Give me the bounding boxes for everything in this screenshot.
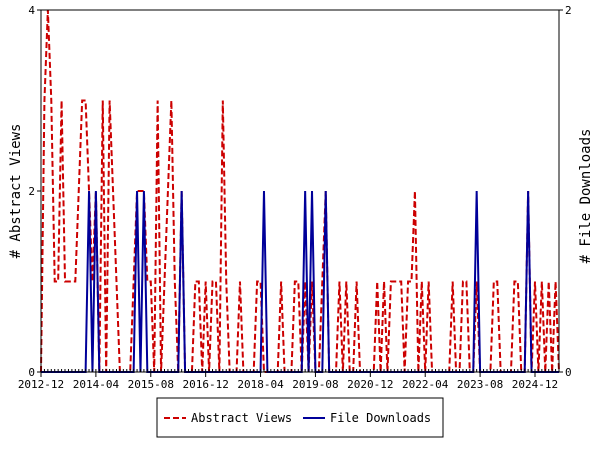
legend: Abstract Views File Downloads — [156, 397, 444, 438]
x-tick-label: 2022-04 — [402, 378, 449, 391]
x-tick-label: 2019-08 — [292, 378, 338, 391]
right-axis-title: # File Downloads — [578, 129, 594, 264]
y-right-tick-label: 0 — [565, 366, 572, 379]
x-tick-label: 2014-04 — [73, 378, 120, 391]
y-left-tick-label: 0 — [28, 366, 35, 379]
x-tick-label: 2016-12 — [182, 378, 228, 391]
legend-label-abstract-views: Abstract Views — [191, 411, 292, 425]
legend-label-file-downloads: File Downloads — [330, 411, 431, 425]
x-tick-label: 2020-12 — [347, 378, 393, 391]
series-line-abstract-views — [40, 9, 560, 373]
axis-layer: 2012-12 2014-04 2015-08 2016-12 2018-04 2019-… — [18, 4, 572, 391]
legend-box — [156, 397, 444, 438]
series-layer — [40, 9, 560, 373]
x-tick-label: 2024-12 — [512, 378, 558, 391]
y-right-tick-label: 2 — [565, 4, 572, 17]
x-tick-label: 2018-04 — [237, 378, 284, 391]
x-tick-label: 2023-08 — [457, 378, 503, 391]
y-left-tick-label: 2 — [28, 185, 35, 198]
x-tick-label: 2012-12 — [18, 378, 64, 391]
x-tick-label: 2015-08 — [128, 378, 174, 391]
left-axis-title: # Abstract Views — [8, 124, 24, 259]
y-left-tick-label: 4 — [28, 4, 35, 17]
